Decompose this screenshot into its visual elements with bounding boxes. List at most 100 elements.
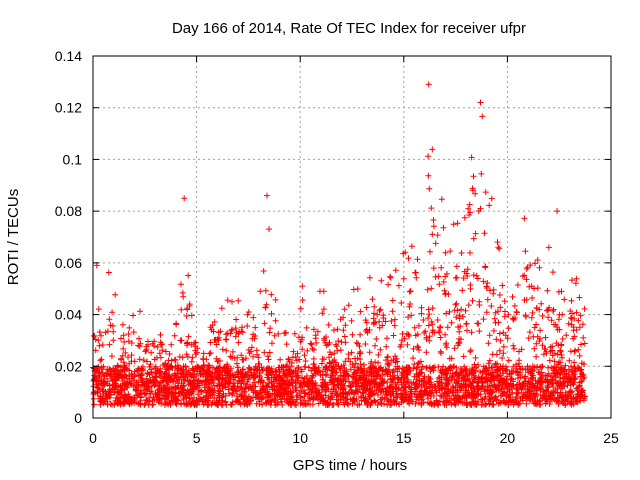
data-point	[110, 337, 117, 344]
data-point	[437, 398, 443, 405]
data-point	[117, 394, 124, 401]
data-point	[170, 379, 177, 385]
data-point	[124, 382, 131, 388]
data-point	[510, 381, 517, 388]
data-point	[555, 316, 562, 323]
data-point	[173, 321, 180, 328]
data-point	[154, 344, 161, 350]
data-point	[470, 173, 477, 180]
data-point	[244, 311, 251, 318]
data-point	[545, 384, 552, 391]
data-point	[188, 358, 195, 365]
data-point	[235, 330, 242, 337]
data-point	[469, 297, 476, 304]
data-point	[497, 337, 504, 344]
data-point	[247, 348, 254, 355]
data-point	[444, 376, 451, 383]
data-point	[458, 306, 465, 313]
data-point	[384, 335, 390, 342]
data-point	[507, 394, 514, 401]
data-point	[260, 394, 267, 401]
data-point	[188, 341, 195, 348]
data-point	[468, 329, 475, 336]
data-point	[406, 392, 413, 399]
data-point	[434, 232, 441, 239]
data-point	[264, 192, 270, 199]
data-point	[102, 396, 109, 403]
data-point	[555, 342, 562, 349]
data-point	[401, 335, 408, 342]
data-point	[567, 382, 574, 388]
data-point	[355, 377, 362, 384]
data-point	[456, 328, 463, 335]
data-point	[150, 401, 156, 408]
data-point	[544, 378, 551, 385]
data-point	[91, 332, 98, 339]
data-point	[280, 380, 287, 387]
data-point	[289, 354, 296, 361]
data-point	[345, 351, 352, 358]
data-point	[407, 396, 414, 403]
data-point	[568, 315, 575, 322]
data-point	[408, 243, 415, 250]
data-point	[466, 389, 473, 396]
data-point	[232, 333, 239, 340]
data-point	[250, 353, 257, 360]
data-point	[141, 391, 148, 398]
data-point	[562, 393, 569, 400]
data-point	[305, 380, 312, 387]
data-point	[130, 329, 137, 336]
data-point	[443, 340, 450, 347]
data-point	[507, 376, 514, 383]
data-point	[360, 380, 367, 386]
data-point	[413, 394, 420, 401]
data-point	[467, 249, 473, 256]
data-point	[271, 397, 278, 404]
data-point	[185, 388, 192, 395]
data-point	[398, 374, 405, 381]
data-point	[425, 315, 432, 322]
data-point	[514, 369, 521, 376]
data-point	[171, 332, 178, 339]
data-point	[341, 401, 348, 408]
data-point	[100, 375, 107, 382]
data-point	[537, 374, 544, 381]
data-point	[494, 383, 501, 390]
data-point	[425, 306, 432, 313]
data-point	[485, 360, 492, 367]
data-point	[184, 353, 191, 360]
data-point	[297, 400, 304, 407]
data-point	[332, 375, 339, 382]
data-point	[112, 373, 118, 380]
data-point	[216, 368, 223, 375]
data-point	[106, 316, 113, 323]
data-point	[252, 324, 259, 331]
data-point	[108, 353, 115, 360]
data-point	[371, 310, 377, 317]
data-point	[501, 298, 508, 305]
data-point	[414, 364, 421, 371]
data-point	[525, 335, 532, 342]
data-point	[505, 311, 512, 318]
data-point	[467, 282, 474, 288]
data-point	[374, 311, 381, 318]
data-point	[366, 349, 373, 356]
data-point	[185, 389, 192, 396]
data-point	[126, 324, 133, 331]
data-point	[558, 352, 565, 358]
data-point	[454, 220, 461, 227]
data-point	[112, 380, 119, 387]
data-point	[568, 297, 575, 304]
data-point	[304, 347, 311, 354]
data-point	[192, 365, 199, 371]
data-point	[377, 389, 384, 396]
data-point	[223, 364, 229, 371]
data-point	[462, 307, 469, 314]
data-point	[225, 386, 232, 393]
data-point	[560, 380, 567, 386]
data-point	[144, 369, 151, 376]
data-point	[568, 368, 575, 375]
data-point	[348, 349, 355, 356]
data-point	[247, 384, 254, 391]
data-point	[234, 380, 241, 387]
